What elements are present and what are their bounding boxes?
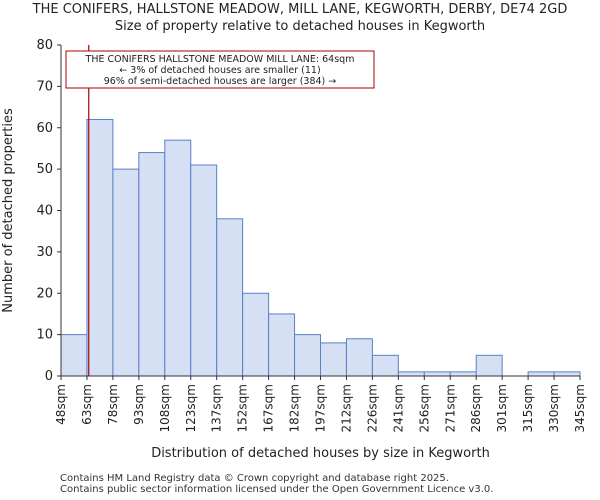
histogram-bar bbox=[449, 371, 477, 377]
histogram-bar bbox=[86, 118, 114, 377]
chart-subtitle: Size of property relative to detached ho… bbox=[114, 19, 486, 34]
y-tick-label: 80 bbox=[36, 38, 53, 53]
histogram-bar bbox=[527, 371, 555, 377]
x-tick-label: 182sqm bbox=[288, 384, 302, 432]
x-tick-label: 212sqm bbox=[339, 384, 353, 432]
histogram-bar bbox=[112, 168, 140, 377]
x-tick-label: 226sqm bbox=[365, 384, 379, 432]
x-tick-label: 197sqm bbox=[314, 384, 328, 432]
x-tick-label: 330sqm bbox=[547, 384, 561, 432]
annotation-line: 96% of semi-detached houses are larger (… bbox=[104, 76, 337, 87]
chart-title: THE CONIFERS, HALLSTONE MEADOW, MILL LAN… bbox=[32, 2, 568, 17]
y-tick-label: 40 bbox=[36, 204, 53, 219]
histogram-bar bbox=[475, 354, 503, 377]
histogram-bar bbox=[268, 313, 296, 377]
y-tick-label: 0 bbox=[45, 369, 53, 384]
footer-licence: Contains public sector information licen… bbox=[60, 484, 494, 495]
x-tick-label: 301sqm bbox=[495, 384, 509, 432]
y-tick-label: 20 bbox=[36, 286, 53, 301]
x-tick-label: 123sqm bbox=[184, 384, 198, 432]
y-tick-label: 60 bbox=[36, 121, 53, 136]
bars-group bbox=[60, 118, 581, 377]
x-tick-label: 78sqm bbox=[106, 384, 120, 425]
x-tick-label: 256sqm bbox=[417, 384, 431, 432]
histogram-bar bbox=[138, 152, 166, 377]
x-tick-label: 63sqm bbox=[80, 384, 94, 425]
x-tick-label: 152sqm bbox=[236, 384, 250, 432]
histogram-bar bbox=[397, 371, 425, 377]
x-axis: 48sqm 63sqm 78sqm 93sqm 108sqm 123sqm 137sqm 15… bbox=[54, 375, 587, 432]
histogram-bar bbox=[371, 354, 399, 377]
histogram-bar bbox=[320, 342, 347, 377]
y-axis: 0 10 20 30 40 50 60 70 80 bbox=[36, 38, 62, 384]
histogram-bar bbox=[345, 338, 373, 377]
histogram-bar bbox=[294, 334, 321, 377]
x-tick-label: 241sqm bbox=[391, 384, 405, 432]
histogram-bar bbox=[423, 371, 451, 377]
histogram-bar bbox=[164, 139, 192, 377]
y-tick-label: 70 bbox=[36, 79, 53, 94]
histogram-bar bbox=[553, 371, 581, 377]
y-tick-label: 10 bbox=[36, 328, 53, 343]
footer-copyright: Contains HM Land Registry data © Crown c… bbox=[60, 473, 449, 484]
y-tick-label: 30 bbox=[36, 245, 53, 260]
histogram-bar bbox=[216, 218, 244, 377]
x-tick-label: 108sqm bbox=[158, 384, 172, 432]
annotation-line: THE CONIFERS HALLSTONE MEADOW MILL LANE:… bbox=[85, 54, 355, 65]
histogram-bar bbox=[242, 292, 270, 377]
y-tick-label: 50 bbox=[36, 162, 53, 177]
x-tick-label: 137sqm bbox=[210, 384, 224, 432]
x-tick-label: 48sqm bbox=[54, 384, 68, 425]
x-tick-label: 345sqm bbox=[573, 384, 587, 432]
x-axis-label: Distribution of detached houses by size … bbox=[151, 446, 490, 461]
x-tick-label: 271sqm bbox=[443, 384, 457, 432]
annotation-line: ← 3% of detached houses are smaller (11) bbox=[119, 65, 320, 76]
x-tick-label: 93sqm bbox=[132, 384, 146, 425]
x-tick-label: 315sqm bbox=[521, 384, 535, 432]
annotation-box bbox=[65, 50, 375, 89]
y-axis-label: Number of detached properties bbox=[1, 108, 16, 313]
x-tick-label: 167sqm bbox=[262, 384, 276, 432]
x-tick-label: 286sqm bbox=[469, 384, 483, 432]
histogram-bar bbox=[190, 164, 218, 377]
histogram-bar bbox=[60, 334, 88, 377]
